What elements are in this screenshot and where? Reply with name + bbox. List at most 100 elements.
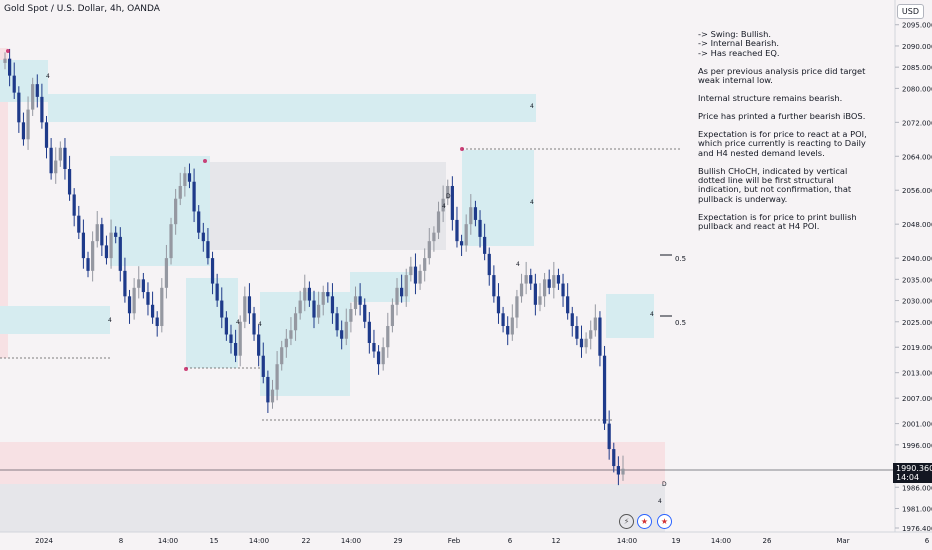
candle-body (155, 317, 159, 327)
candle-body (215, 283, 219, 301)
candle-body (104, 245, 109, 259)
y-tick-label: 2013.000 (902, 370, 932, 378)
candle-body (183, 173, 187, 186)
candle-body (593, 317, 597, 331)
candle-body (496, 296, 501, 314)
annotation-label: 4 (46, 73, 50, 80)
annotation-label: 4 (442, 203, 446, 210)
note-line: -> Internal Bearish. (698, 38, 780, 49)
annotation-label: 4 (530, 103, 534, 110)
x-tick-label: 14:00 (249, 537, 269, 545)
candle-body (100, 224, 104, 246)
x-tick-label: 14:00 (711, 537, 731, 545)
currency-button[interactable]: USD (896, 4, 924, 19)
current-price-value: 1990.360 (896, 464, 932, 473)
candle-body (418, 270, 422, 284)
candle-body (210, 258, 215, 284)
candle-body (81, 232, 86, 259)
demand-zone-left-mid (0, 306, 110, 334)
lightning-icon[interactable]: ⚡ (619, 514, 634, 529)
supply-zone-left (0, 48, 8, 358)
us-flag-icon[interactable]: ★ (657, 514, 672, 529)
candle-body (353, 296, 358, 310)
candle-body (150, 304, 155, 318)
candle-body (478, 219, 482, 237)
candles-layer (3, 48, 625, 486)
candle-body (146, 292, 150, 305)
candle-body (7, 58, 12, 76)
annotation-label: 4 (258, 321, 262, 328)
x-tick-label: 14:00 (158, 537, 178, 545)
y-tick-label: 2048.000 (902, 221, 932, 229)
candle-body (303, 287, 307, 301)
candle-body (441, 198, 445, 212)
y-tick-label: 1981.000 (902, 505, 932, 513)
candle-body (473, 207, 478, 220)
candle-body (3, 58, 7, 63)
candle-body (174, 198, 178, 225)
candle-body (436, 211, 441, 233)
candle-body (132, 287, 136, 314)
x-tick-label: 6 (925, 537, 930, 545)
candle-body (31, 84, 35, 110)
candle-body (77, 215, 81, 233)
candle-body (501, 313, 505, 327)
candle-body (566, 296, 570, 314)
candle-body (395, 287, 399, 305)
candle-body (589, 330, 593, 339)
candle-body (386, 326, 390, 348)
x-tick-label: 6 (508, 537, 513, 545)
current-price-label: 1990.360 14:04 (893, 463, 932, 483)
candle-body (197, 211, 201, 233)
candle-body (492, 275, 496, 297)
candle-body (446, 185, 450, 199)
annotation-label: D (446, 193, 451, 200)
candle-body (17, 92, 21, 123)
candle-body (390, 304, 395, 327)
candle-body (487, 253, 491, 276)
candle-body (423, 258, 427, 271)
note-line: Expectation is for price to react at a P… (698, 128, 867, 158)
analysis-notes: -> Swing: Bullish. -> Internal Bearish. … (698, 29, 868, 240)
candle-body (266, 376, 270, 403)
candle-body (123, 270, 127, 297)
candle-body (160, 287, 164, 327)
candle-body (598, 317, 602, 356)
candle-body (450, 185, 454, 220)
candle-body (109, 232, 113, 259)
note-line: -> Swing: Bullish. (698, 29, 771, 39)
note-line: -> Has reached EQ. (698, 47, 780, 58)
candle-body (510, 317, 514, 335)
candle-body (49, 147, 53, 174)
candle-body (127, 296, 132, 314)
candle-body (67, 169, 72, 195)
candle-body (367, 321, 371, 343)
candle-body (372, 342, 376, 352)
candle-body (542, 279, 547, 297)
eq-level-label: 0.5 (675, 319, 686, 327)
annotation-label: 4 (516, 261, 520, 268)
eq-level-label: 0.5 (675, 255, 686, 263)
x-tick-label: 19 (672, 537, 681, 545)
candle-body (26, 109, 30, 140)
x-tick-label: 29 (394, 537, 403, 545)
candle-body (118, 236, 122, 271)
y-tick-label: 2072.000 (902, 119, 932, 127)
y-tick-label: 1996.000 (902, 442, 932, 450)
candle-body (289, 330, 293, 339)
y-tick-label: 2080.000 (902, 85, 932, 93)
candle-body (169, 224, 173, 259)
y-tick-label: 2040.000 (902, 255, 932, 263)
chart-title: Gold Spot / U.S. Dollar, 4h, OANDA (4, 4, 160, 14)
candle-body (529, 275, 533, 284)
annotation-label: 4 (658, 498, 662, 505)
us-flag-icon[interactable]: ★ (637, 514, 652, 529)
demand-zone-upper (48, 94, 536, 122)
candle-body (63, 147, 67, 170)
y-tick-label: 2085.000 (902, 64, 932, 72)
candle-body (575, 326, 579, 339)
candle-body (363, 304, 367, 322)
candle-body (335, 313, 339, 331)
